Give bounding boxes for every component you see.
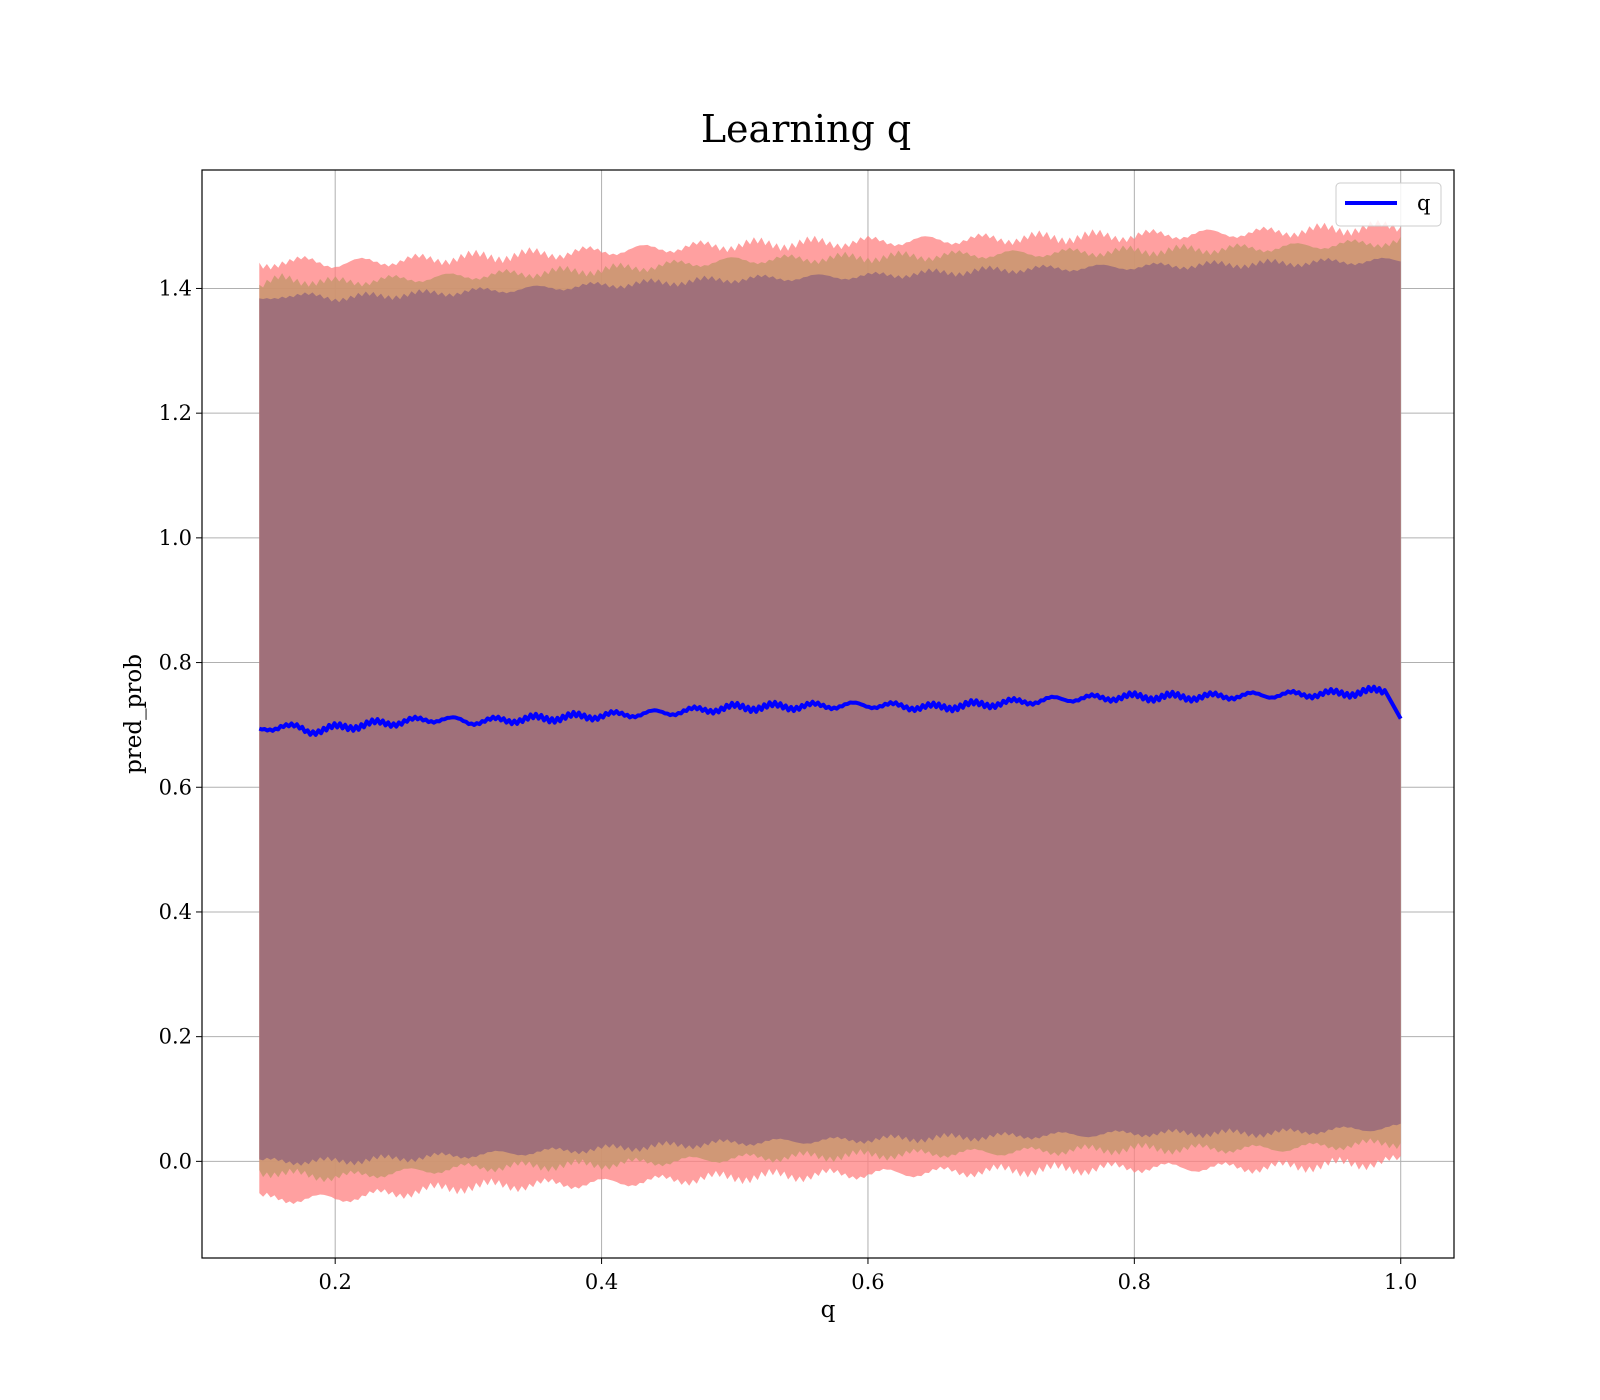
x-tick-label: 0.6	[851, 1270, 884, 1294]
y-tick-label: 0.8	[159, 651, 192, 675]
series-line-q	[258, 684, 1403, 737]
y-axis-label: pred_prob	[121, 654, 147, 774]
x-tick-label: 0.4	[585, 1270, 618, 1294]
y-tick-label: 0.6	[159, 775, 192, 799]
x-tick-label: 1.0	[1384, 1270, 1417, 1294]
y-axis-ticks: 0.0 0.2 0.4 0.6 0.8 1.0 1.2 1.4	[159, 276, 202, 1173]
band-3	[259, 257, 1401, 1166]
y-tick-label: 0.4	[159, 900, 192, 924]
x-axis-ticks: 0.2 0.4 0.6 0.8 1.0	[318, 1258, 1417, 1294]
y-tick-label: 1.2	[159, 401, 192, 425]
y-tick-label: 0.0	[159, 1149, 192, 1173]
y-tick-label: 1.4	[159, 276, 192, 300]
y-tick-label: 1.0	[159, 526, 192, 550]
legend: q	[1335, 182, 1442, 227]
x-tick-label: 0.2	[318, 1270, 351, 1294]
plot-frame	[201, 169, 1455, 1259]
y-tick-label: 0.2	[159, 1025, 192, 1049]
x-tick-label: 0.8	[1118, 1270, 1151, 1294]
series-lines	[258, 684, 1403, 737]
chart-title: Learning q	[701, 107, 911, 151]
x-axis-label: q	[821, 1297, 836, 1323]
uncertainty-bands	[259, 219, 1401, 1205]
legend-label-q: q	[1417, 191, 1430, 215]
